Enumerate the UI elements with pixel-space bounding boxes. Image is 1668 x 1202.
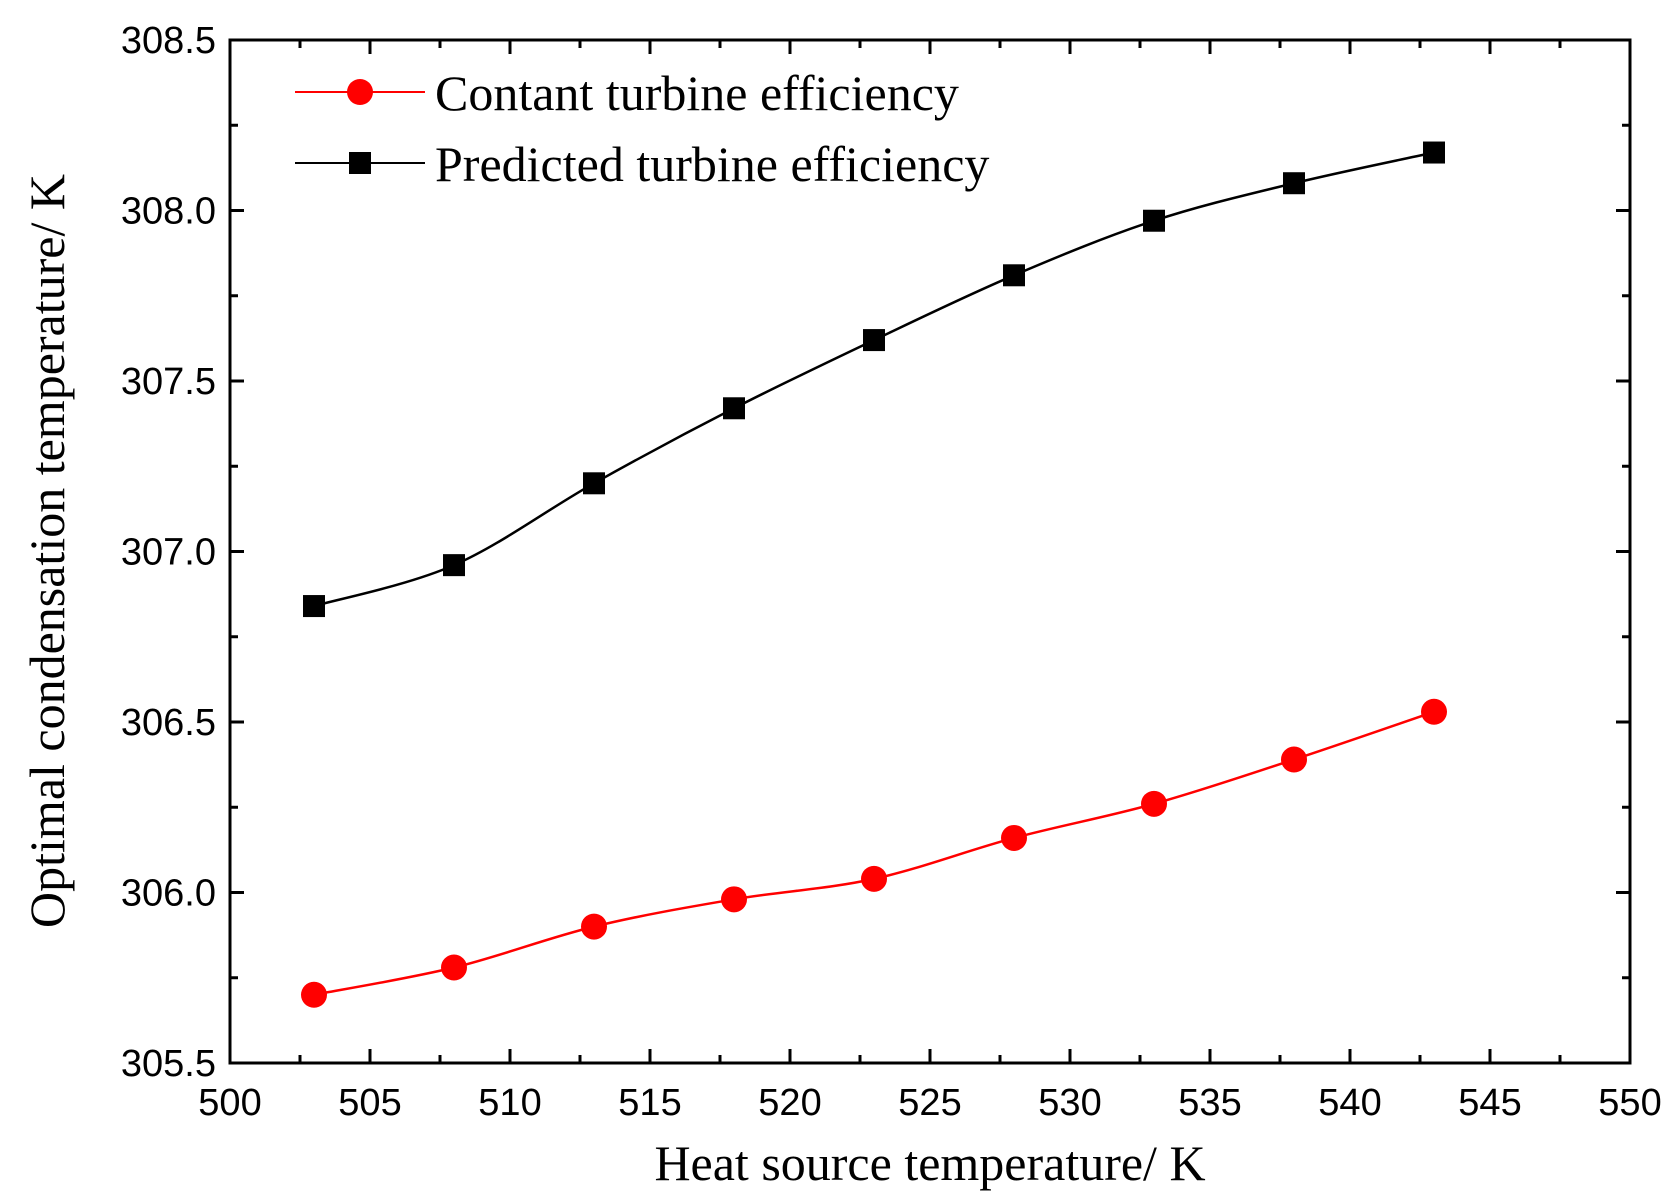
data-point-square bbox=[1283, 172, 1305, 195]
data-point-circle bbox=[721, 886, 747, 913]
data-point-circle bbox=[301, 981, 327, 1008]
y-tick-label: 308.0 bbox=[121, 191, 216, 233]
x-tick-label: 540 bbox=[1318, 1082, 1381, 1124]
x-tick-label: 500 bbox=[198, 1082, 261, 1124]
legend: Contant turbine efficiency Predicted tur… bbox=[295, 65, 989, 192]
legend-label-predicted: Predicted turbine efficiency bbox=[435, 136, 989, 192]
y-tick-label: 308.5 bbox=[121, 20, 216, 62]
y-tick-label: 307.0 bbox=[121, 532, 216, 574]
x-tick-label: 515 bbox=[618, 1082, 681, 1124]
data-point-circle bbox=[1421, 698, 1447, 725]
legend-label-constant: Contant turbine efficiency bbox=[435, 65, 959, 121]
data-point-circle bbox=[1281, 746, 1307, 773]
x-tick-label: 530 bbox=[1038, 1082, 1101, 1124]
legend-marker-constant bbox=[347, 79, 373, 105]
x-tick-label: 510 bbox=[478, 1082, 541, 1124]
data-point-square bbox=[863, 329, 885, 352]
x-tick-label: 550 bbox=[1598, 1082, 1661, 1124]
data-point-square bbox=[303, 595, 325, 618]
x-tick-label: 520 bbox=[758, 1082, 821, 1124]
y-tick-label: 307.5 bbox=[121, 361, 216, 403]
data-point-square bbox=[1003, 264, 1025, 287]
x-tick-label: 505 bbox=[338, 1082, 401, 1124]
x-tick-label: 525 bbox=[898, 1082, 961, 1124]
data-point-circle bbox=[581, 913, 607, 940]
y-axis-title: Optimal condensation temperature/ K bbox=[19, 174, 75, 928]
data-point-square bbox=[443, 554, 465, 577]
data-point-circle bbox=[1141, 790, 1167, 817]
legend-marker-predicted bbox=[349, 152, 371, 174]
x-axis-title: Heat source temperature/ K bbox=[654, 1135, 1205, 1191]
data-point-circle bbox=[1001, 824, 1027, 851]
data-point-square bbox=[1423, 141, 1445, 164]
data-point-square bbox=[723, 397, 745, 420]
data-point-square bbox=[1143, 209, 1165, 232]
y-tick-label: 306.5 bbox=[121, 702, 216, 744]
y-tick-label: 306.0 bbox=[121, 873, 216, 915]
series-line-1 bbox=[313, 151, 1435, 608]
y-tick-label: 305.5 bbox=[121, 1043, 216, 1085]
series-line-0 bbox=[313, 710, 1435, 997]
data-point-circle bbox=[861, 865, 887, 892]
plot-frame bbox=[228, 38, 1632, 1065]
data-point-circle bbox=[441, 954, 467, 981]
x-tick-label: 535 bbox=[1178, 1082, 1241, 1124]
data-point-square bbox=[583, 472, 605, 495]
x-tick-label: 545 bbox=[1458, 1082, 1521, 1124]
